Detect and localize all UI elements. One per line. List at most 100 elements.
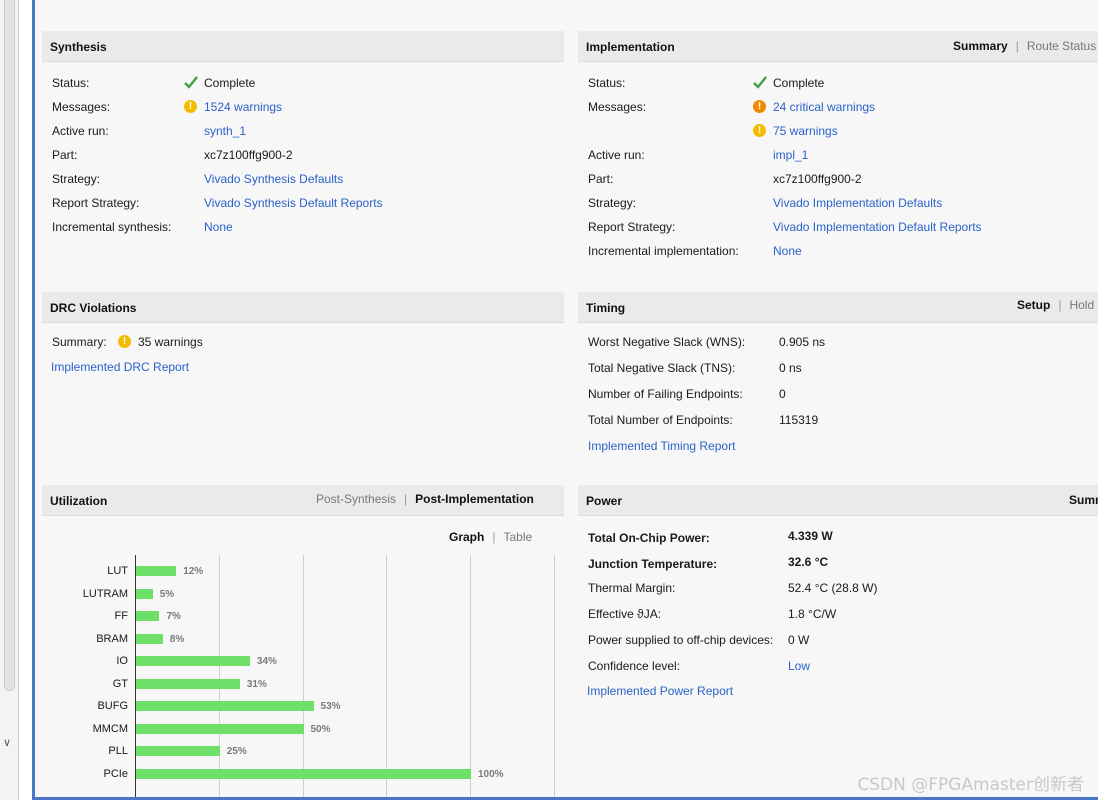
bar-lutram[interactable] xyxy=(136,588,153,599)
bar-io[interactable] xyxy=(136,656,250,666)
tab-summary[interactable]: Summary xyxy=(953,39,1008,53)
messages-label: Messages: xyxy=(588,100,647,114)
bar-value-label: 12% xyxy=(183,566,204,577)
total-endpoints-value: 115319 xyxy=(779,413,819,427)
tns-label: Total Negative Slack (TNS): xyxy=(588,361,736,375)
grid-line xyxy=(386,555,387,797)
total-endpoints-label: Total Number of Endpoints: xyxy=(588,413,733,427)
drc-summary-value: 35 warnings xyxy=(138,335,203,349)
bar-value-label: 25% xyxy=(226,746,247,757)
off-chip-value: 0 W xyxy=(788,633,810,647)
bar-value-label: 8% xyxy=(169,633,185,645)
active-run-label: Active run: xyxy=(52,124,109,138)
status-label: Status: xyxy=(52,76,90,90)
confidence-link[interactable]: Low xyxy=(788,659,811,673)
drc-panel: DRC Violations Summary: ! 35 warnings Im… xyxy=(42,292,564,472)
power-title: Power xyxy=(586,494,623,508)
implementation-title: Implementation xyxy=(586,40,675,54)
timing-report-link[interactable]: Implemented Timing Report xyxy=(588,439,736,453)
theta-ja-value: 1.8 °C/W xyxy=(788,607,837,621)
bar-category-label: BUFG xyxy=(97,700,128,712)
bar-mmcm[interactable] xyxy=(136,723,304,734)
tab-route-status[interactable]: Route Status xyxy=(1026,39,1097,53)
drc-report-link[interactable]: Implemented DRC Report xyxy=(51,360,190,374)
report-strategy-label: Report Strategy: xyxy=(588,220,676,234)
implementation-panel: Implementation Summary | Route Status Stat… xyxy=(578,31,1098,281)
drc-summary-label: Summary: xyxy=(52,335,107,349)
status-label: Status: xyxy=(588,76,626,90)
bar-category-label: LUT xyxy=(107,565,128,577)
bar-value-label: 50% xyxy=(310,723,331,735)
timing-header: Timing Setup | Hold xyxy=(578,292,1098,323)
warning-icon: ! xyxy=(184,100,197,113)
grid-line xyxy=(554,555,555,797)
strategy-link[interactable]: Vivado Implementation Defaults xyxy=(773,196,943,210)
drc-title: DRC Violations xyxy=(50,301,137,315)
warning-icon: ! xyxy=(753,124,766,137)
timing-title: Timing xyxy=(586,301,626,315)
bar-category-label: LUTRAM xyxy=(82,587,128,600)
messages-warnings-link[interactable]: 1524 warnings xyxy=(204,100,283,114)
thermal-margin-value: 52.4 °C (28.8 W) xyxy=(788,581,878,595)
tab-table[interactable]: Table xyxy=(503,530,533,544)
implementation-header: Implementation Summary | Route Status xyxy=(578,31,1098,62)
report-strategy-link[interactable]: Vivado Implementation Default Reports xyxy=(773,220,982,234)
strategy-label: Strategy: xyxy=(52,172,101,186)
bar-bufg[interactable] xyxy=(136,701,314,711)
report-strategy-link[interactable]: Vivado Synthesis Default Reports xyxy=(204,196,383,210)
grid-line xyxy=(219,555,220,797)
confidence-label: Confidence level: xyxy=(588,659,681,673)
bar-pcie[interactable] xyxy=(136,768,471,779)
tab-post-implementation[interactable]: Post-Implementation xyxy=(415,492,534,506)
chevron-down-icon[interactable]: ∨ xyxy=(3,737,12,749)
thermal-margin-label: Thermal Margin: xyxy=(588,581,676,595)
utilization-chart: LUT 12% LUTRAM 5% FF 7% BRAM 8% IO 34% GT 31% BUFG 53… xyxy=(42,555,564,797)
tab-hold[interactable]: Hold xyxy=(1069,298,1095,312)
power-header: Power Summ xyxy=(578,485,1098,516)
bar-pll[interactable] xyxy=(136,746,220,756)
tab-graph[interactable]: Graph xyxy=(449,530,485,544)
grid-line xyxy=(470,555,471,797)
tab-post-synthesis[interactable]: Post-Synthesis xyxy=(316,492,397,506)
power-report-link[interactable]: Implemented Power Report xyxy=(587,684,734,698)
strategy-link[interactable]: Vivado Synthesis Defaults xyxy=(204,172,344,186)
incremental-label: Incremental synthesis: xyxy=(52,220,172,234)
bar-lut[interactable] xyxy=(136,566,177,576)
messages-label: Messages: xyxy=(52,100,111,114)
utilization-panel: Utilization Post-Synthesis | Post-Implemen… xyxy=(42,485,564,797)
tns-value: 0 ns xyxy=(779,361,802,375)
incremental-label: Incremental implementation: xyxy=(588,244,739,258)
bar-value-label: 31% xyxy=(246,678,267,690)
bar-gt[interactable] xyxy=(136,678,240,689)
active-run-link[interactable]: impl_1 xyxy=(773,148,809,162)
check-icon xyxy=(184,76,198,89)
wns-value: 0.905 ns xyxy=(779,335,826,349)
bar-value-label: 100% xyxy=(478,768,504,780)
critical-warning-icon: ! xyxy=(753,100,766,113)
bar-bram[interactable] xyxy=(136,633,163,644)
drc-header: DRC Violations xyxy=(42,292,564,323)
bar-category-label: FF xyxy=(114,610,128,622)
critical-warnings-link[interactable]: 24 critical warnings xyxy=(773,100,876,114)
warnings-link[interactable]: 75 warnings xyxy=(773,124,838,138)
bar-category-label: PCIe xyxy=(103,767,128,780)
total-power-label: Total On-Chip Power: xyxy=(588,531,710,545)
incremental-link[interactable]: None xyxy=(204,220,233,234)
bar-ff[interactable] xyxy=(136,611,160,621)
failing-endpoints-label: Number of Failing Endpoints: xyxy=(588,387,743,401)
synthesis-header: Synthesis xyxy=(42,31,564,62)
left-scrollbar[interactable] xyxy=(4,0,15,691)
part-value: xc7z100ffg900-2 xyxy=(204,148,293,162)
tab-setup[interactable]: Setup xyxy=(1017,298,1051,312)
total-power-value: 4.339 W xyxy=(788,529,833,543)
incremental-link[interactable]: None xyxy=(773,244,802,258)
grid-line xyxy=(303,555,304,797)
active-run-label: Active run: xyxy=(588,148,645,162)
y-axis-line xyxy=(135,555,136,797)
active-run-link[interactable]: synth_1 xyxy=(204,124,247,138)
synthesis-panel: Synthesis Status: Complete Messages: ! 1… xyxy=(42,31,564,281)
power-panel: Power Summ Total On-Chip Power: 4.339 W … xyxy=(578,485,1098,797)
bar-category-label: BRAM xyxy=(96,632,128,645)
tab-power-summary[interactable]: Summ xyxy=(1069,493,1098,507)
strategy-label: Strategy: xyxy=(588,196,637,210)
